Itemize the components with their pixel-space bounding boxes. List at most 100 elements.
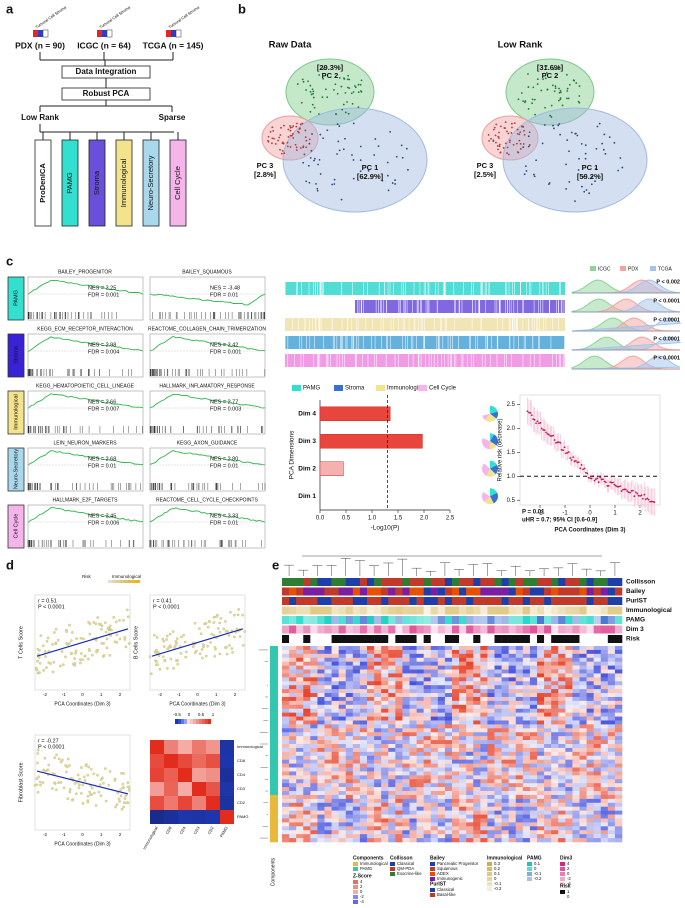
heatmap-cell — [558, 791, 566, 796]
heatmap-cell — [402, 826, 410, 831]
annotation-cell — [430, 578, 439, 586]
heatmap-cell — [508, 649, 517, 655]
annotation-cell — [529, 606, 538, 615]
heatmap-cell — [558, 818, 566, 823]
heatmap-cell — [444, 708, 453, 713]
sample-dot — [554, 85, 557, 88]
heatmap-cell — [537, 822, 545, 827]
heatmap-cell — [480, 763, 488, 768]
heatmap-cell — [501, 775, 509, 780]
legend-label: 1 — [567, 889, 570, 894]
heatmap-cell — [537, 708, 545, 713]
heatmap-cell — [501, 798, 509, 804]
heatmap-cell — [501, 696, 509, 702]
component-label: Immunological — [119, 158, 128, 207]
heatmap-cell — [529, 708, 538, 713]
heatmap-cell — [388, 681, 396, 686]
heatmap-cell — [515, 700, 524, 706]
heatmap-cell — [529, 779, 538, 784]
heatmap-cell — [558, 673, 566, 678]
heatmap-cell — [345, 755, 354, 760]
heatmap-cell — [395, 708, 403, 713]
heatmap-cell — [444, 787, 453, 792]
sample-dot — [303, 153, 306, 156]
sample-dot — [511, 126, 513, 129]
risk-point — [573, 460, 576, 463]
heatmap-cell — [537, 779, 545, 784]
annotation-cell — [480, 635, 488, 643]
heatmap-cell — [572, 646, 580, 651]
legend-swatch — [430, 888, 435, 892]
heatmap-cell — [586, 696, 594, 702]
heatmap-cell — [551, 806, 559, 811]
heatmap-cell — [381, 665, 389, 670]
heatmap-cell — [452, 720, 460, 725]
heatmap-cell — [600, 649, 609, 655]
heatmap-cell — [544, 677, 552, 682]
annotation-cell — [494, 587, 502, 596]
sample-dot — [92, 772, 96, 776]
x-tick-label: 2 — [119, 832, 122, 837]
sample-dot — [46, 636, 50, 640]
heatmap-cell — [395, 693, 403, 698]
annotation-cell — [395, 625, 403, 634]
heatmap-cell — [402, 673, 410, 678]
heatmap-cell — [487, 775, 495, 780]
sample-dot — [267, 135, 270, 138]
heatmap-cell — [544, 649, 552, 655]
annotation-cell — [416, 587, 424, 596]
heatmap-cell — [367, 810, 375, 815]
heatmap-cell — [310, 802, 318, 808]
heatmap-cell — [282, 779, 290, 784]
annotation-cell — [381, 597, 389, 605]
heatmap-cell — [529, 830, 538, 835]
x-tick-label: 1.0 — [368, 516, 377, 522]
heatmap-cell — [310, 736, 318, 741]
heatmap-cell — [437, 685, 446, 690]
heatmap-cell — [324, 693, 332, 698]
heatmap-cell — [310, 700, 318, 706]
annotation-cell — [381, 606, 389, 615]
heatmap-cell — [367, 677, 375, 682]
heatmap-cell — [352, 810, 361, 815]
corr-cell — [206, 740, 220, 754]
annotation-cell — [537, 587, 545, 596]
sample-dot — [176, 662, 180, 666]
legend-swatch — [487, 882, 492, 886]
heatmap-cell — [529, 673, 538, 678]
heatmap-cell — [359, 744, 368, 749]
heatmap-cell — [544, 744, 552, 749]
heatmap-cell — [501, 677, 509, 682]
sample-dot — [79, 652, 83, 655]
sample-dot — [309, 110, 312, 113]
risk-point — [600, 478, 603, 481]
heatmap-cell — [607, 751, 616, 757]
heatmap-cell — [607, 755, 616, 760]
annotation-cell — [607, 625, 616, 634]
heatmap-cell — [423, 708, 432, 713]
heatmap-cell — [487, 700, 495, 706]
sample-dot — [507, 132, 510, 135]
heatmap-cell — [324, 716, 332, 721]
heatmap-cell — [614, 806, 623, 811]
heatmap-cell — [310, 649, 318, 655]
heatmap-cell — [303, 791, 311, 796]
heatmap-cell — [600, 661, 609, 666]
heatmap-cell — [494, 763, 502, 768]
heatmap-cell — [409, 794, 417, 800]
heatmap-cell — [607, 771, 616, 776]
heatmap-cell — [586, 838, 594, 843]
annotation-cell — [522, 606, 531, 615]
risk-point — [623, 488, 626, 491]
heatmap-cell — [352, 826, 361, 831]
heatmap-cell — [614, 689, 623, 694]
annotation-cell — [430, 616, 439, 624]
heatmap-cell — [310, 681, 318, 686]
heatmap-cell — [324, 818, 332, 823]
sample-dot — [78, 783, 81, 787]
heatmap-cell — [586, 712, 594, 717]
heatmap-cell — [310, 685, 318, 690]
heatmap-cell — [459, 700, 467, 706]
heatmap-cell — [374, 696, 382, 702]
heatmap-cell — [515, 728, 524, 733]
